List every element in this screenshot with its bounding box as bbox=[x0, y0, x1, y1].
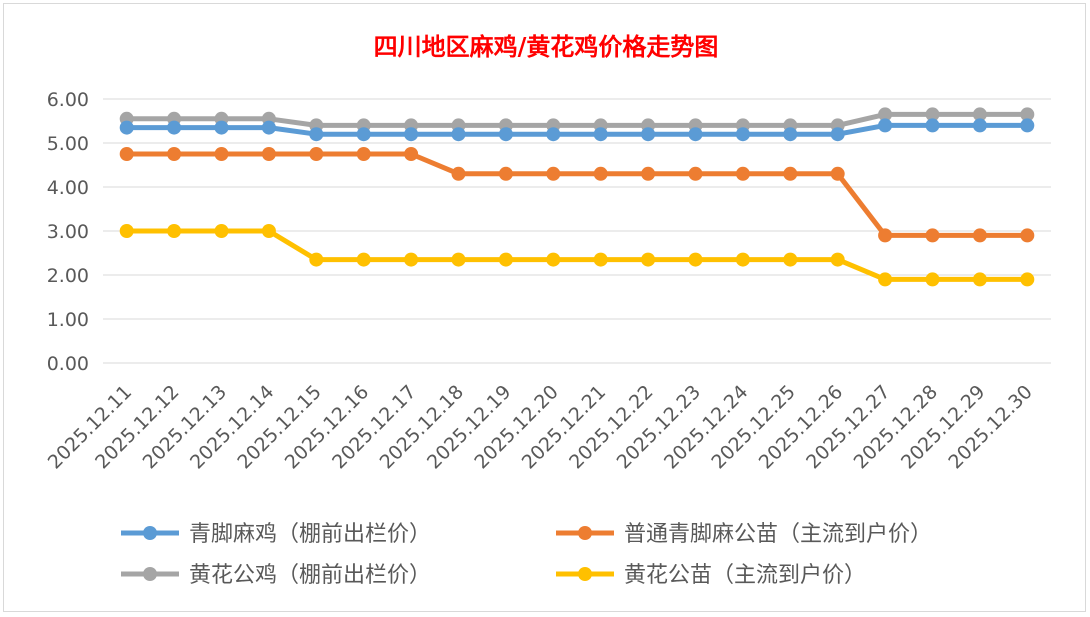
data-point bbox=[356, 252, 371, 267]
y-tick-label: 2.00 bbox=[47, 265, 89, 287]
series-line bbox=[126, 228, 1028, 282]
data-point bbox=[925, 272, 940, 287]
data-point bbox=[498, 252, 513, 267]
series-line bbox=[126, 111, 1028, 128]
data-point bbox=[972, 272, 987, 287]
data-point bbox=[167, 224, 182, 238]
data-point bbox=[451, 252, 466, 267]
data-point bbox=[119, 147, 134, 161]
data-point bbox=[261, 120, 276, 135]
data-point bbox=[972, 118, 987, 133]
data-point bbox=[593, 166, 608, 181]
data-point bbox=[783, 252, 798, 267]
data-point bbox=[688, 166, 703, 181]
legend-marker bbox=[578, 526, 592, 540]
series-lines bbox=[119, 107, 1035, 287]
data-point bbox=[309, 252, 324, 267]
series-line bbox=[126, 151, 1028, 238]
data-point bbox=[167, 147, 182, 161]
legend-label: 黄花公鸡（棚前出栏价） bbox=[189, 563, 431, 588]
data-point bbox=[735, 252, 750, 267]
data-point bbox=[878, 228, 893, 243]
data-point bbox=[1020, 272, 1035, 287]
data-point bbox=[783, 166, 798, 181]
data-point bbox=[878, 272, 893, 287]
data-point bbox=[214, 147, 229, 161]
legend-marker bbox=[143, 567, 157, 581]
data-point bbox=[925, 228, 940, 243]
data-point bbox=[167, 120, 182, 135]
data-point bbox=[641, 127, 656, 142]
data-point bbox=[451, 127, 466, 142]
data-point bbox=[404, 252, 419, 267]
chart-frame: 四川地区麻鸡/黄花鸡价格走势图 0.00 1.00 2.00 3.00 4.00 5.00… bbox=[3, 3, 1086, 612]
legend-item: 普通青脚麻公苗（主流到户价） bbox=[556, 522, 932, 547]
data-point bbox=[261, 147, 276, 161]
series-0 bbox=[119, 118, 1035, 142]
data-point bbox=[972, 228, 987, 243]
data-point bbox=[830, 127, 845, 142]
line-chart: 四川地区麻鸡/黄花鸡价格走势图 0.00 1.00 2.00 3.00 4.00 5.00… bbox=[44, 32, 1051, 588]
data-point bbox=[641, 252, 656, 267]
data-point bbox=[1020, 118, 1035, 133]
data-point bbox=[404, 147, 419, 161]
data-point bbox=[1020, 228, 1035, 243]
data-point bbox=[925, 107, 940, 122]
y-tick-label: 6.00 bbox=[47, 89, 89, 111]
data-point bbox=[641, 166, 656, 181]
data-point bbox=[735, 127, 750, 142]
y-tick-label: 1.00 bbox=[47, 309, 89, 331]
legend-item: 青脚麻鸡（棚前出栏价） bbox=[121, 522, 431, 547]
series-3 bbox=[119, 224, 1035, 287]
data-point bbox=[546, 127, 561, 142]
legend-label: 普通青脚麻公苗（主流到户价） bbox=[624, 522, 932, 547]
chart-title: 四川地区麻鸡/黄花鸡价格走势图 bbox=[374, 32, 719, 61]
data-point bbox=[309, 127, 324, 142]
legend-marker bbox=[578, 567, 592, 581]
legend: 青脚麻鸡（棚前出栏价） 普通青脚麻公苗（主流到户价） 黄花公鸡（棚前出栏价） 黄花公苗… bbox=[121, 522, 932, 588]
data-point bbox=[830, 166, 845, 181]
legend-item: 黄花公鸡（棚前出栏价） bbox=[121, 563, 431, 588]
series-1 bbox=[119, 147, 1035, 243]
data-point bbox=[404, 127, 419, 142]
data-point bbox=[925, 118, 940, 133]
data-point bbox=[119, 224, 134, 238]
data-point bbox=[356, 147, 371, 161]
y-tick-label: 4.00 bbox=[47, 177, 89, 199]
data-point bbox=[498, 127, 513, 142]
data-point bbox=[309, 147, 324, 161]
data-point bbox=[735, 166, 750, 181]
y-tick-label: 0.00 bbox=[47, 353, 89, 375]
data-point bbox=[972, 107, 987, 122]
data-point bbox=[214, 120, 229, 135]
data-point bbox=[878, 107, 893, 122]
y-tick-label: 5.00 bbox=[47, 133, 89, 155]
data-point bbox=[878, 118, 893, 133]
data-point bbox=[261, 224, 276, 238]
data-point bbox=[546, 252, 561, 267]
data-point bbox=[498, 166, 513, 181]
data-point bbox=[119, 120, 134, 135]
data-point bbox=[356, 127, 371, 142]
data-point bbox=[688, 252, 703, 267]
data-point bbox=[546, 166, 561, 181]
data-point bbox=[593, 252, 608, 267]
data-point bbox=[783, 127, 798, 142]
y-axis-ticks: 0.00 1.00 2.00 3.00 4.00 5.00 6.00 bbox=[47, 89, 89, 375]
x-axis-ticks: 2025.12.112025.12.122025.12.132025.12.14… bbox=[44, 381, 1037, 473]
legend-marker bbox=[143, 526, 157, 540]
legend-label: 青脚麻鸡（棚前出栏价） bbox=[189, 522, 431, 547]
legend-label: 黄花公苗（主流到户价） bbox=[624, 563, 866, 588]
data-point bbox=[451, 166, 466, 181]
data-point bbox=[688, 127, 703, 142]
data-point bbox=[593, 127, 608, 142]
data-point bbox=[214, 224, 229, 238]
data-point bbox=[1020, 107, 1035, 122]
series-line bbox=[126, 122, 1028, 137]
data-point bbox=[830, 252, 845, 267]
legend-item: 黄花公苗（主流到户价） bbox=[556, 563, 866, 588]
y-tick-label: 3.00 bbox=[47, 221, 89, 243]
